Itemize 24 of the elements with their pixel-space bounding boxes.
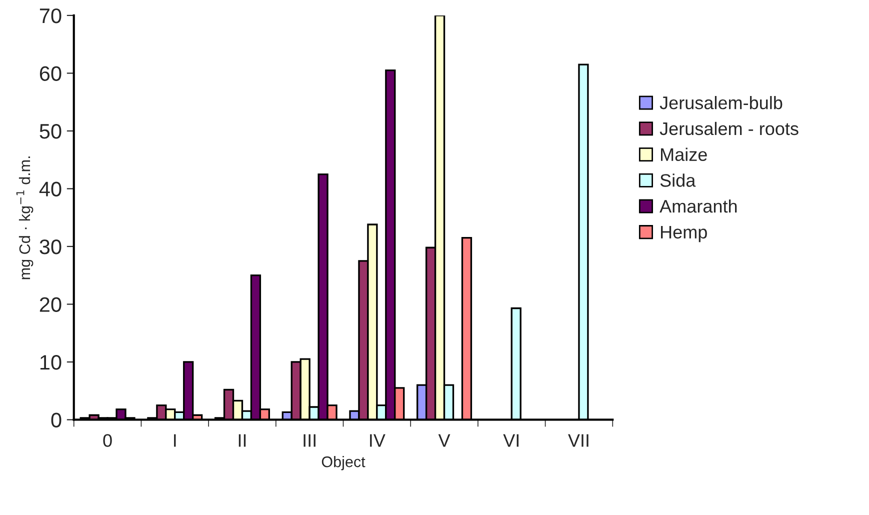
x-tick-label: VI xyxy=(503,434,518,447)
y-tick-label: 20 xyxy=(40,297,62,312)
y-tick-label: 30 xyxy=(40,239,62,254)
y-tick-label: 50 xyxy=(40,124,62,139)
x-tick-label: VII xyxy=(568,434,588,447)
y-tick-label: 60 xyxy=(40,66,62,81)
legend-label: Sida xyxy=(660,174,696,187)
x-tick-label: II xyxy=(238,434,246,447)
legend-label: Amaranth xyxy=(660,199,737,213)
legend-label: Hemp xyxy=(661,226,707,242)
x-tick-label: III xyxy=(304,434,316,447)
x-tick-label: V xyxy=(438,434,450,447)
y-tick-label: 10 xyxy=(40,354,62,370)
y-axis-title: mg Cd · kg$^{−1}$ d.m. xyxy=(16,156,34,280)
x-tick-label: I xyxy=(174,434,176,447)
y-tick-label: 70 xyxy=(40,8,62,24)
x-tick-label: IV xyxy=(370,434,386,447)
legend-label: Jerusalem-bulb xyxy=(660,96,782,110)
y-tick-label: 40 xyxy=(39,182,62,196)
legend-label: Maize xyxy=(661,148,707,161)
legend-label: Jerusalem - roots xyxy=(660,122,798,136)
y-tick-label: 0 xyxy=(51,412,62,428)
x-tick-label: 0 xyxy=(103,434,112,447)
x-axis-title: Object xyxy=(322,456,366,470)
